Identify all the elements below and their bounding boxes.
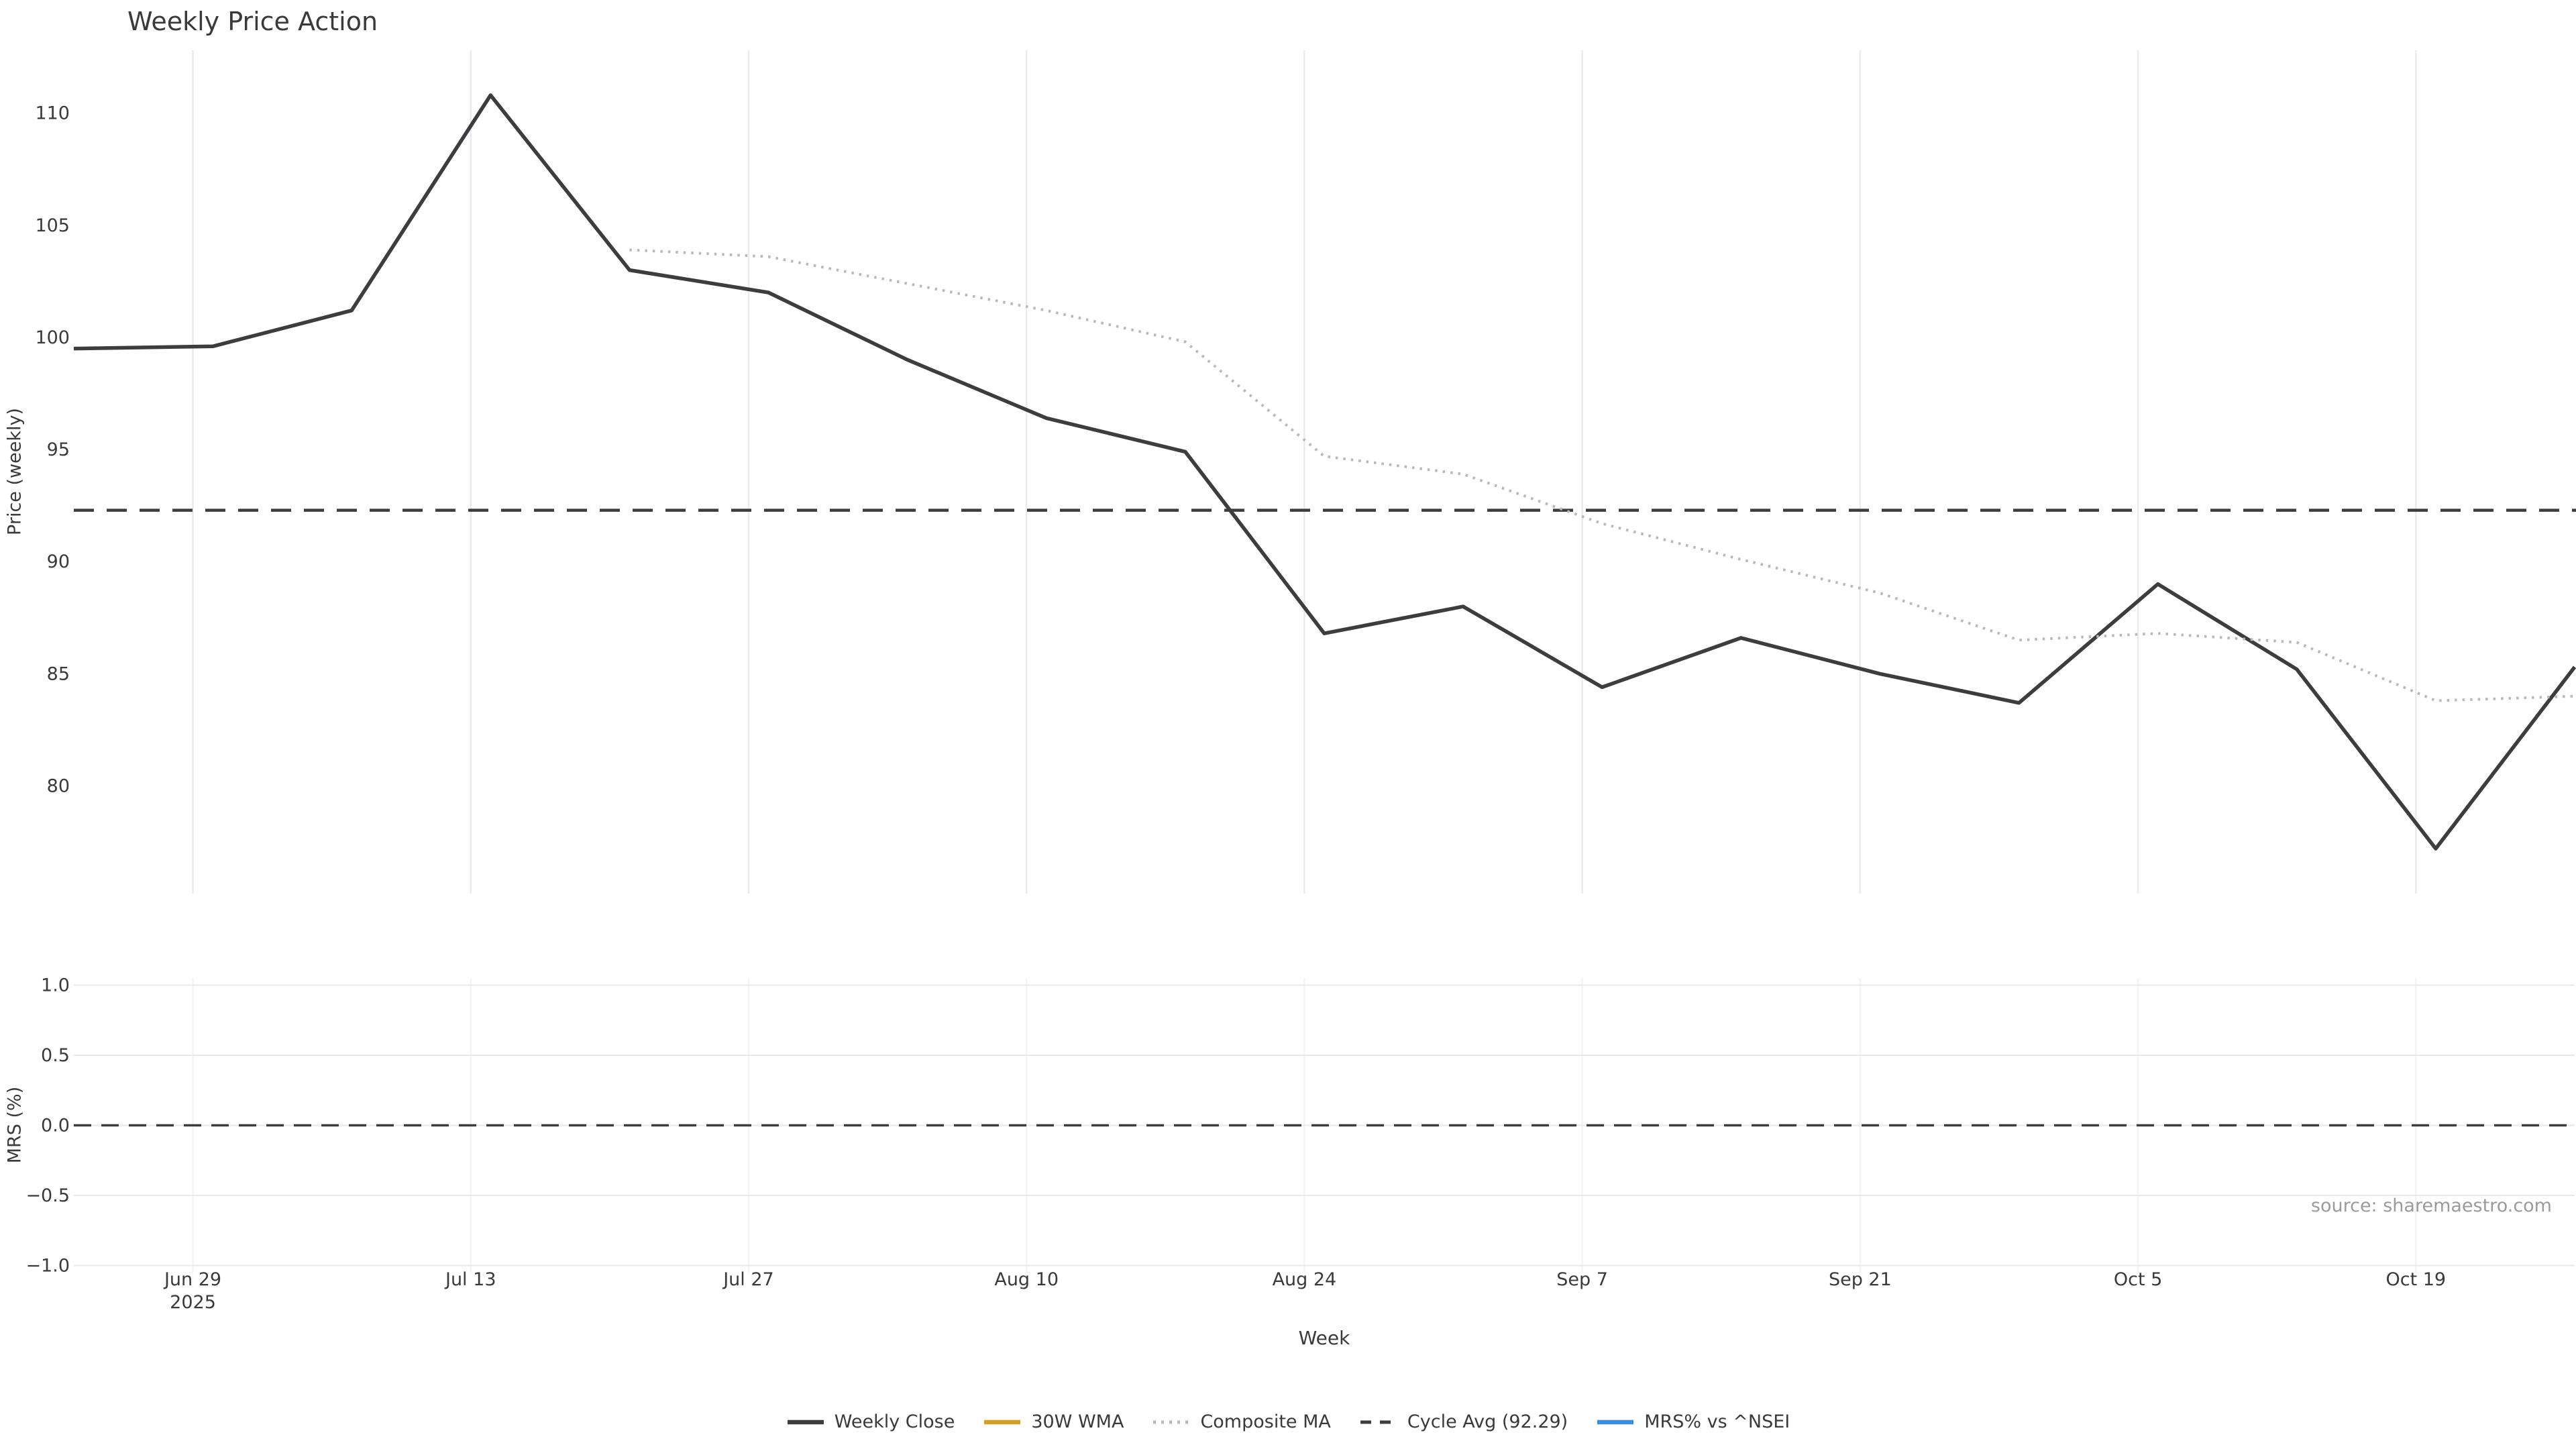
price-y-tick-label: 85	[47, 663, 70, 684]
price-axis-label: Price (weekly)	[4, 408, 25, 535]
x-tick-label: Jul 13	[444, 1269, 496, 1290]
legend-swatch	[787, 1419, 824, 1424]
legend-item-mrs-vs-nsei: MRS% vs ^NSEI	[1596, 1411, 1790, 1432]
x-tick-label: Aug 10	[994, 1269, 1059, 1290]
legend-item-composite-ma: Composite MA	[1152, 1411, 1331, 1432]
legend: Weekly Close 30W WMA Composite MA Cycle Avg…	[0, 1411, 2576, 1432]
legend-item-cycle-avg-92-29: Cycle Avg (92.29)	[1359, 1411, 1568, 1432]
legend-label: 30W WMA	[1031, 1411, 1124, 1432]
x-tick-label: Sep 21	[1829, 1269, 1892, 1290]
legend-label: MRS% vs ^NSEI	[1644, 1411, 1790, 1432]
x-tick-label: Jul 27	[722, 1269, 774, 1290]
x-tick-label: Oct 5	[2114, 1269, 2162, 1290]
legend-swatch	[1360, 1420, 1397, 1424]
x-axis-label: Week	[1298, 1327, 1350, 1349]
x-tick-label: Oct 19	[2385, 1269, 2446, 1290]
price-y-tick-label: 100	[35, 327, 70, 348]
legend-label: Cycle Avg (92.29)	[1407, 1411, 1568, 1432]
price-y-tick-label: 95	[47, 439, 70, 460]
source-attribution: source: sharemaestro.com	[2310, 1195, 2552, 1216]
legend-item-30w-wma: 30W WMA	[983, 1411, 1124, 1432]
legend-label: Weekly Close	[834, 1411, 955, 1432]
chart-title: Weekly Price Action	[127, 7, 378, 36]
legend-swatch	[984, 1419, 1021, 1424]
mrs-y-tick-label: 1.0	[41, 975, 70, 996]
x-tick-label: Sep 7	[1556, 1269, 1608, 1290]
x-tick-year-label: 2025	[170, 1292, 216, 1313]
composite-ma-line	[629, 248, 2575, 702]
legend-label: Composite MA	[1200, 1411, 1331, 1432]
legend-item-weekly-close: Weekly Close	[786, 1411, 955, 1432]
mrs-y-tick-label: 0.0	[41, 1116, 70, 1136]
price-y-tick-label: 80	[47, 776, 70, 797]
price-y-tick-label: 105	[35, 215, 70, 236]
x-tick-label: Aug 24	[1273, 1269, 1337, 1290]
legend-swatch	[1153, 1420, 1190, 1424]
mrs-y-tick-label: 0.5	[41, 1045, 70, 1066]
x-tick-label: Jun 29	[163, 1269, 221, 1290]
price-y-tick-label: 90	[47, 551, 70, 572]
weekly-close-line	[73, 93, 2576, 851]
mrs-y-tick-label: −1.0	[25, 1256, 70, 1277]
mrs-axis-label: MRS (%)	[4, 1086, 25, 1164]
mrs-y-tick-label: −0.5	[25, 1185, 70, 1206]
legend-swatch	[1597, 1419, 1634, 1424]
price-y-tick-label: 110	[35, 103, 70, 124]
